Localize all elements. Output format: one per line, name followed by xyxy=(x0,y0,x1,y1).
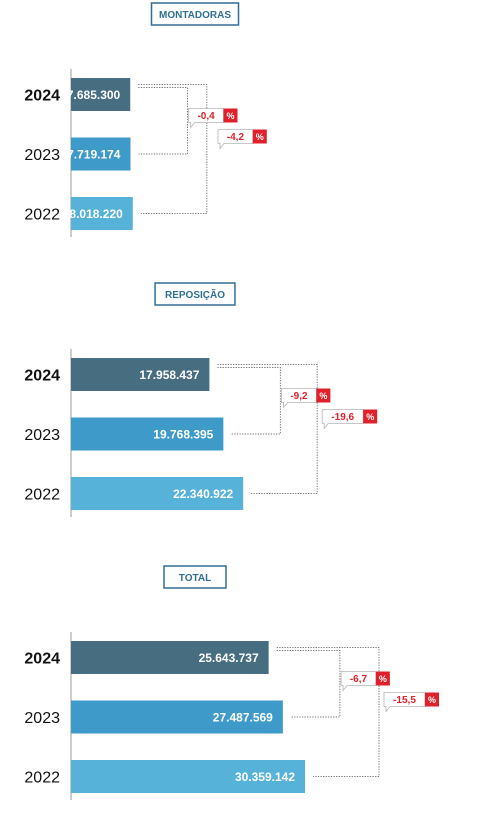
category-label: 2024 xyxy=(24,651,60,668)
badge-value: -19,6 xyxy=(331,412,354,423)
bar-value-label: 25.643.737 xyxy=(199,651,259,665)
change-badge: -0,4% xyxy=(188,108,238,129)
badge-percent-box xyxy=(363,409,378,424)
category-label: 2023 xyxy=(24,147,60,164)
badge-value: -9,2 xyxy=(290,391,308,402)
chart-title: REPOSIÇÃO xyxy=(165,288,225,301)
badge-percent: % xyxy=(256,132,264,142)
category-label: 2023 xyxy=(24,710,60,727)
badge-percent-box xyxy=(375,671,390,686)
badge-value: -0,4 xyxy=(197,111,215,122)
chart-title: TOTAL xyxy=(179,573,211,584)
badge-percent-box xyxy=(316,388,331,403)
bar-value-label: 30.359.142 xyxy=(235,770,295,784)
chart-title-border xyxy=(150,2,240,26)
badge-value-box xyxy=(188,108,224,129)
change-badge: -15,5% xyxy=(383,692,439,713)
change-badge: -19,6% xyxy=(321,409,378,430)
connector-outer xyxy=(276,647,380,777)
bar xyxy=(71,760,305,793)
chart-title-border xyxy=(154,282,236,306)
bar xyxy=(71,417,224,451)
badge-value: -4,2 xyxy=(227,132,245,143)
connector-outer xyxy=(138,84,208,214)
bar xyxy=(71,197,133,230)
bar xyxy=(71,700,283,734)
badge-percent: % xyxy=(226,111,234,121)
badge-percent: % xyxy=(379,674,387,684)
category-label: 2023 xyxy=(24,427,60,444)
chart-title-box: MONTADORAS xyxy=(150,2,240,26)
bar-value-label: 22.340.922 xyxy=(173,487,233,501)
change-badge: -9,2% xyxy=(281,388,331,409)
change-badge: -4,2% xyxy=(217,129,267,150)
chart-title: MONTADORAS xyxy=(159,10,231,21)
badge-value-box xyxy=(281,388,317,409)
bar-value-label: 27.487.569 xyxy=(213,711,273,725)
bar xyxy=(71,137,131,171)
category-label: 2022 xyxy=(24,487,60,504)
chart-title-box: TOTAL xyxy=(163,565,227,589)
badge-value: -15,5 xyxy=(393,695,416,706)
bar-value-label: 7.719.174 xyxy=(67,148,121,162)
badge-percent-box xyxy=(425,692,439,707)
badge-percent: % xyxy=(319,391,327,401)
chart-panel-0: MONTADORAS 2024 7.685.300 2023 7.719.174 2022… xyxy=(24,2,267,237)
change-badge: -6,7% xyxy=(340,671,390,692)
category-label: 2022 xyxy=(24,207,60,224)
connector-outer xyxy=(217,364,318,494)
bar xyxy=(71,641,269,674)
category-label: 2024 xyxy=(24,88,60,105)
badge-percent: % xyxy=(366,412,374,422)
connector-inner xyxy=(276,650,341,718)
connector-inner xyxy=(138,87,188,155)
bar-value-label: 8.018.220 xyxy=(69,207,123,221)
chart-panel-2: TOTAL 2024 25.643.737 2023 27.487.569 2022 30.… xyxy=(24,565,439,800)
badge-percent-box xyxy=(223,108,238,123)
bar xyxy=(71,358,210,391)
badge-value: -6,7 xyxy=(350,674,368,685)
category-label: 2022 xyxy=(24,770,60,787)
badge-value-box xyxy=(217,129,254,150)
badge-percent: % xyxy=(428,695,436,705)
chart-panel-1: REPOSIÇÃO 2024 17.958.437 2023 19.768.395 202… xyxy=(24,282,378,517)
badge-percent-box xyxy=(252,129,267,144)
chart-title-border xyxy=(163,565,227,589)
bar-value-label: 19.768.395 xyxy=(153,428,213,442)
category-label: 2024 xyxy=(24,368,60,385)
chart-title-box: REPOSIÇÃO xyxy=(154,282,236,306)
bar xyxy=(71,477,244,510)
connector-inner xyxy=(217,367,281,435)
bar xyxy=(71,78,131,111)
bar-value-label: 17.958.437 xyxy=(139,368,199,382)
bar-value-label: 7.685.300 xyxy=(67,88,121,102)
